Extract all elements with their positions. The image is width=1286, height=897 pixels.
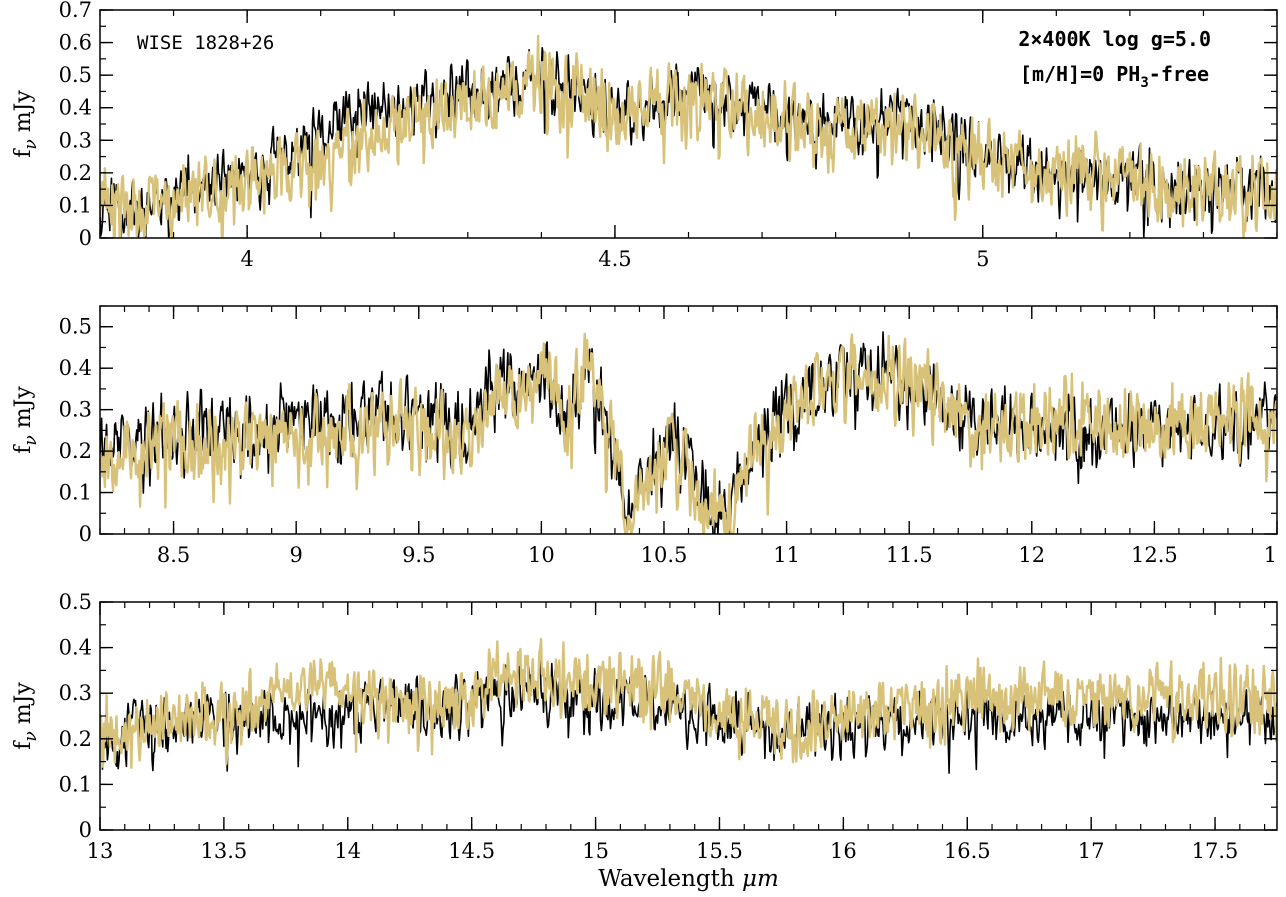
x-tick-label: 14.5 <box>448 839 495 863</box>
series-line-model <box>100 34 1277 238</box>
x-tick-label: 8.5 <box>157 543 190 567</box>
x-tick-label: 11.5 <box>886 543 933 567</box>
x-tick-label: 16.5 <box>944 839 991 863</box>
panel-middle-8-13um: 8.5 9 9.5 10 10.5 11 11.5 12 12.5 100.10.20.30.40… <box>11 305 1278 567</box>
x-tick-label: 1 <box>1264 543 1277 567</box>
x-tick-label: 4.5 <box>598 247 631 271</box>
y-tick-label: 0.2 <box>59 439 92 463</box>
y-tick-label: 0.1 <box>59 481 92 505</box>
y-tick-label: 0.3 <box>59 128 92 152</box>
x-tick-label: 13.5 <box>201 839 248 863</box>
y-tick-label: 0.1 <box>59 193 92 217</box>
y-tick-label: 0.4 <box>59 636 92 660</box>
y-tick-label: 0 <box>79 522 92 546</box>
x-tick-label: 15 <box>582 839 609 863</box>
x-tick-label: 9 <box>289 543 302 567</box>
x-tick-label: 14 <box>334 839 361 863</box>
panel-bottom-13-18um: 13 13.5 14 14.5 15 15.5 16 16.5 17 17.5 0 0.1 0.2 0.3… <box>11 590 1278 892</box>
y-axis-label: fν mJy <box>11 90 41 158</box>
y-tick-label: 0.5 <box>59 590 92 614</box>
series-line-observed <box>100 331 1277 534</box>
model-label-line1: 2×400K log g=5.0 <box>1018 27 1211 51</box>
y-tick-label: 0.2 <box>59 161 92 185</box>
series-line-model <box>100 332 1277 534</box>
y-tick-label: 0.2 <box>59 727 92 751</box>
x-axis-label: Wavelength μm <box>598 866 779 892</box>
series-line-observed <box>100 658 1277 774</box>
x-tick-label: 12 <box>1018 543 1045 567</box>
y-tick-label: 0.5 <box>59 63 92 87</box>
y-tick-label: 0.5 <box>59 315 92 339</box>
series-line-model <box>100 637 1277 770</box>
panel-top-3-5um: 4 4.5 5 0 0.1 0.2 0.3 0.4 0.5 0.6 0.7 fν mJy WISE 18… <box>11 0 1278 271</box>
x-tick-label: 11 <box>773 543 800 567</box>
y-tick-label: 0.1 <box>59 772 92 796</box>
y-tick-label: 0.3 <box>59 398 92 422</box>
x-tick-label: 17 <box>1078 839 1105 863</box>
y-axis-label: fν mJy <box>11 386 41 454</box>
x-tick-label: 5 <box>976 247 989 271</box>
y-tick-label: 0 <box>79 818 92 842</box>
x-tick-label: 4 <box>240 247 253 271</box>
y-axis-label: fν mJy <box>11 682 41 750</box>
plot-frame <box>99 601 1278 831</box>
x-tick-label: 10.5 <box>641 543 688 567</box>
x-tick-label: 10 <box>528 543 555 567</box>
y-tick-label: 0.6 <box>59 31 92 55</box>
y-tick-label: 0.3 <box>59 681 92 705</box>
y-tick-label: 0.4 <box>59 356 92 380</box>
x-tick-label: 13 <box>87 839 114 863</box>
object-name-label: WISE 1828+26 <box>137 32 274 54</box>
x-tick-label: 17.5 <box>1192 839 1239 863</box>
x-tick-label: 9.5 <box>402 543 435 567</box>
model-label-line2: [m/H]=0 PH3-free <box>1020 62 1209 91</box>
y-tick-label: 0 <box>79 226 92 250</box>
x-tick-label: 12.5 <box>1131 543 1178 567</box>
x-tick-label: 16 <box>830 839 857 863</box>
y-tick-label: 0.7 <box>59 0 92 22</box>
x-tick-label: 15.5 <box>696 839 743 863</box>
y-tick-label: 0.4 <box>59 96 92 120</box>
